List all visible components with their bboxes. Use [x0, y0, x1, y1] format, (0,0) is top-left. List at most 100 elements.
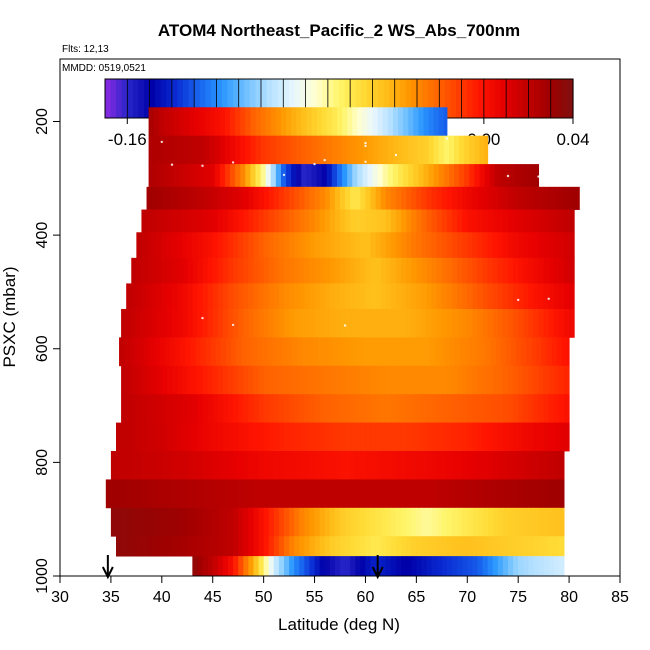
heatmap-cell [204, 164, 211, 188]
heatmap-cell [426, 422, 433, 452]
heatmap-cell [294, 536, 300, 557]
heatmap-cell [553, 308, 560, 338]
colorbar-segment [121, 79, 128, 118]
heatmap-cell [233, 556, 239, 577]
heatmap-cell [492, 257, 499, 284]
heatmap-cell [357, 135, 363, 165]
heatmap-cell [438, 135, 445, 165]
heatmap-cell [263, 365, 270, 395]
heatmap-cell [230, 107, 236, 137]
heatmap-cell [161, 209, 168, 233]
colorbar-segment [339, 79, 346, 118]
heatmap-cell [172, 507, 178, 537]
heatmap-cell [528, 283, 534, 310]
heatmap-cell [513, 507, 519, 537]
heatmap-cell [416, 507, 422, 537]
heatmap-cell [168, 164, 175, 188]
heatmap-cell [334, 394, 341, 424]
heatmap-cell [446, 186, 453, 210]
heatmap-cell [406, 186, 412, 210]
heatmap-cell [228, 283, 234, 310]
heatmap-cell [457, 556, 463, 577]
heatmap-cell [182, 209, 188, 233]
heatmap-cell [482, 556, 489, 577]
heatmap-cell [497, 209, 504, 233]
heatmap-cell [141, 451, 148, 480]
heatmap-cell [548, 232, 555, 259]
heatmap-cell [212, 365, 219, 395]
heatmap-cell [309, 536, 316, 557]
heatmap-cell [363, 337, 370, 367]
heatmap-cell [250, 107, 256, 137]
heatmap-cell [433, 135, 440, 165]
heatmap-cell [289, 283, 295, 310]
heatmap-cell [334, 365, 341, 395]
heatmap-cell [353, 337, 359, 367]
heatmap-cell [179, 164, 185, 188]
heatmap-cell [212, 308, 219, 338]
heatmap-cell [228, 556, 234, 577]
heatmap-cell [523, 422, 529, 452]
heatmap-cell [436, 394, 443, 424]
heatmap-cell [497, 308, 504, 338]
heatmap-cell [296, 135, 302, 165]
heatmap-cell [182, 283, 188, 310]
heatmap-cell [414, 337, 420, 367]
heatmap-cell [151, 186, 158, 210]
heatmap-cell [258, 451, 265, 480]
heatmap-cell [462, 556, 468, 577]
heatmap-cell [278, 308, 285, 338]
heatmap-cell [319, 451, 326, 480]
heatmap-cell [197, 451, 204, 480]
heatmap-cell [441, 186, 448, 210]
heatmap-cell [225, 337, 232, 367]
heatmap-cell [319, 257, 326, 284]
heatmap-cell [431, 283, 438, 310]
heatmap-cell [508, 479, 514, 509]
heatmap-cell [217, 507, 224, 537]
colorbar-segment [238, 79, 245, 118]
heatmap-cell [212, 394, 219, 424]
heatmap-cell [197, 507, 204, 537]
heatmap-cell [136, 308, 142, 338]
heatmap-cell [248, 507, 254, 537]
heatmap-cell [141, 209, 148, 233]
heatmap-cell [271, 337, 278, 367]
heatmap-cell [421, 556, 428, 577]
heatmap-cell [187, 479, 193, 509]
heatmap-cell [416, 209, 422, 233]
latitude-markers [101, 555, 384, 580]
heatmap-cell [396, 365, 402, 395]
heatmap-cell [187, 186, 193, 210]
heatmap-cell [172, 422, 178, 452]
heatmap-cell [309, 365, 316, 395]
heatmap-cell [187, 394, 193, 424]
heatmap-cell [319, 536, 326, 557]
heatmap-cell [436, 232, 443, 259]
heatmap-cell [433, 107, 440, 137]
heatmap-cell [431, 308, 438, 338]
heatmap-cell [502, 394, 509, 424]
heatmap-cell [131, 394, 137, 424]
heatmap-cell [292, 337, 298, 367]
heatmap-cell [347, 135, 353, 165]
heatmap-cell [243, 308, 249, 338]
heatmap-cell [548, 536, 555, 557]
heatmap-cell [370, 186, 377, 210]
heatmap-cell [258, 365, 265, 395]
heatmap-cell [192, 232, 198, 259]
y-tick-label: 600 [34, 335, 51, 362]
colorbar-segment [138, 79, 145, 118]
heatmap-cell [184, 107, 190, 137]
heatmap-cell [467, 283, 473, 310]
heatmap-cell [528, 186, 534, 210]
heatmap-cell [375, 451, 382, 480]
heatmap-cell [212, 283, 219, 310]
heatmap-cell [497, 536, 504, 557]
heatmap-cell [248, 479, 254, 509]
heatmap-cell [446, 283, 453, 310]
heatmap-cell [319, 209, 326, 233]
heatmap-cell [370, 232, 377, 259]
heatmap-cell [340, 536, 346, 557]
heatmap-cell [457, 536, 463, 557]
